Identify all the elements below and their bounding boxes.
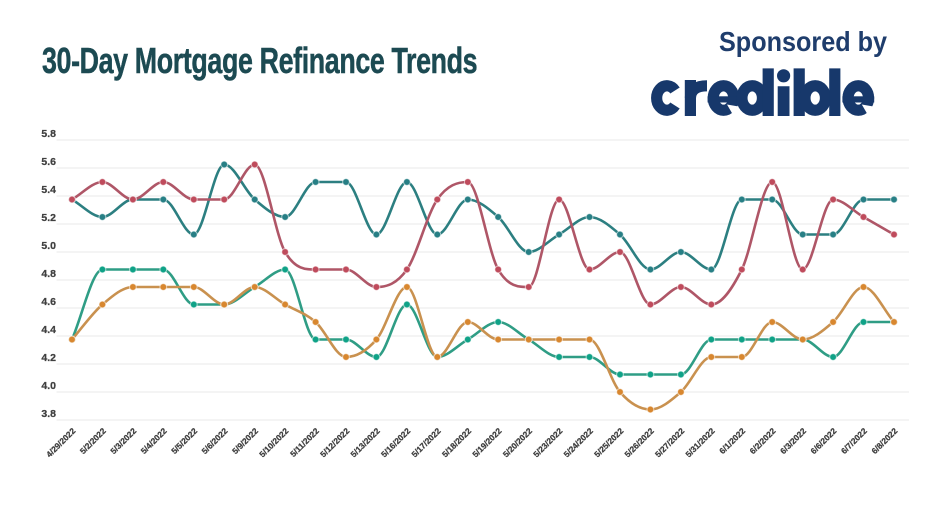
svg-text:6/1/2022: 6/1/2022	[717, 426, 747, 456]
svg-text:3.8: 3.8	[41, 408, 56, 420]
svg-text:5.4: 5.4	[41, 184, 56, 196]
svg-text:4.4: 4.4	[41, 324, 56, 336]
svg-text:5/6/2022: 5/6/2022	[199, 426, 229, 456]
svg-text:5/9/2022: 5/9/2022	[230, 426, 260, 456]
svg-text:5/10/2022: 5/10/2022	[257, 426, 291, 460]
svg-text:5/19/2022: 5/19/2022	[470, 426, 504, 460]
svg-text:5/25/2022: 5/25/2022	[592, 426, 626, 460]
svg-text:5/13/2022: 5/13/2022	[348, 426, 382, 460]
svg-text:4.8: 4.8	[41, 268, 56, 280]
svg-text:5/26/2022: 5/26/2022	[622, 426, 656, 460]
svg-text:4.6: 4.6	[41, 296, 56, 308]
svg-text:5.2: 5.2	[41, 212, 56, 224]
svg-text:5.8: 5.8	[41, 128, 56, 140]
svg-text:5/4/2022: 5/4/2022	[139, 426, 169, 456]
svg-text:6/7/2022: 6/7/2022	[839, 426, 869, 456]
svg-text:5/20/2022: 5/20/2022	[501, 426, 535, 460]
svg-text:6/2/2022: 6/2/2022	[747, 426, 777, 456]
svg-text:4.2: 4.2	[41, 352, 56, 364]
svg-text:5/27/2022: 5/27/2022	[653, 426, 687, 460]
svg-text:6/6/2022: 6/6/2022	[808, 426, 838, 456]
svg-text:5/3/2022: 5/3/2022	[108, 426, 138, 456]
svg-text:5/17/2022: 5/17/2022	[409, 426, 443, 460]
svg-text:5/31/2022: 5/31/2022	[683, 426, 717, 460]
svg-text:5/2/2022: 5/2/2022	[78, 426, 108, 456]
svg-text:6/8/2022: 6/8/2022	[869, 426, 899, 456]
svg-text:4.0: 4.0	[41, 380, 56, 392]
svg-text:4/29/2022: 4/29/2022	[44, 426, 78, 460]
svg-text:5/23/2022: 5/23/2022	[531, 426, 565, 460]
svg-text:5.0: 5.0	[41, 240, 56, 252]
svg-text:5/12/2022: 5/12/2022	[318, 426, 352, 460]
svg-text:5/18/2022: 5/18/2022	[440, 426, 474, 460]
svg-text:5/5/2022: 5/5/2022	[169, 426, 199, 456]
svg-text:5/16/2022: 5/16/2022	[379, 426, 413, 460]
svg-text:5.6: 5.6	[41, 156, 56, 168]
svg-text:6/3/2022: 6/3/2022	[778, 426, 808, 456]
svg-text:5/11/2022: 5/11/2022	[288, 426, 321, 459]
svg-text:5/24/2022: 5/24/2022	[561, 426, 595, 460]
